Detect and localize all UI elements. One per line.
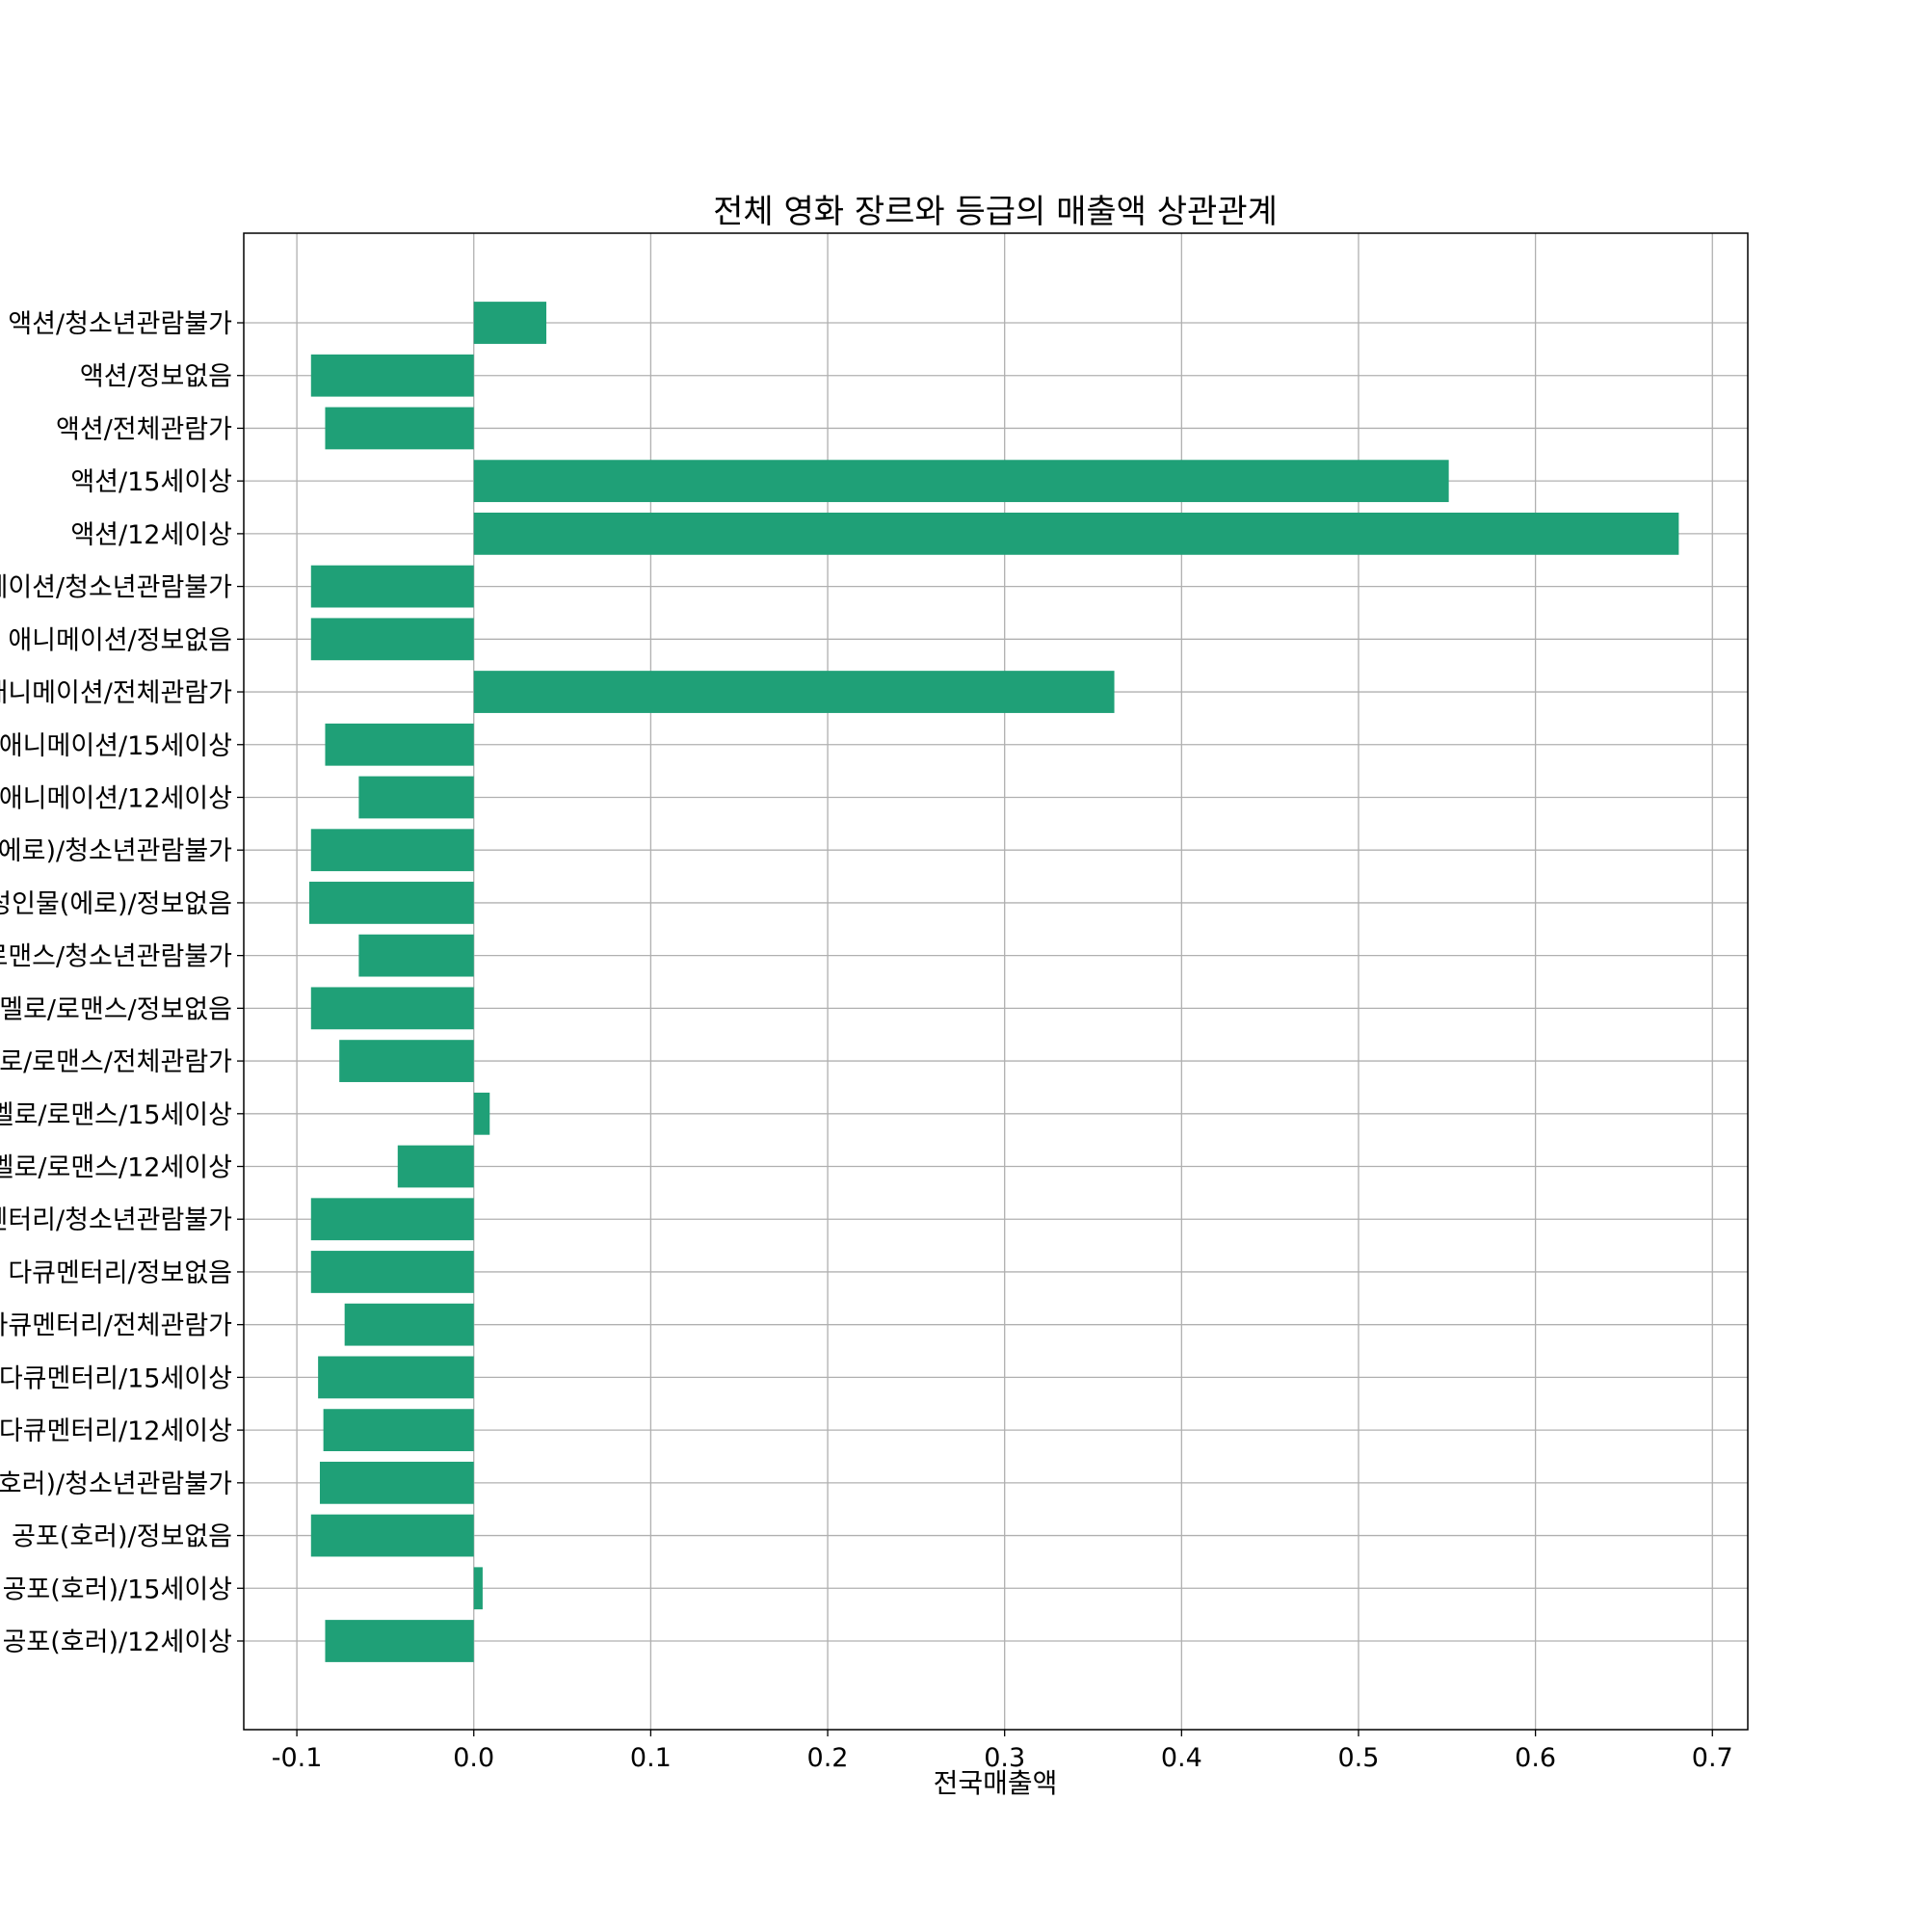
y-tick-label: 성인물(에로)/정보없음: [0, 889, 232, 919]
y-tick-label: 공포(호러)/청소년관람불가: [0, 1469, 232, 1499]
bar: [358, 776, 474, 819]
y-tick-label: 멜로/로맨스/15세이상: [0, 1100, 232, 1130]
y-tick-label: 액션/청소년관람불가: [8, 309, 232, 339]
bar: [310, 829, 474, 872]
bar: [473, 460, 1449, 503]
y-tick-label: 멜로/로맨스/정보없음: [0, 994, 232, 1024]
x-tick-labels: -0.1 0.0 0.1 0.2 0.3 0.4 0.5 0.6 0.7: [272, 1730, 1733, 1773]
bar: [325, 723, 474, 766]
y-tick-label: 다큐멘터리/전체관람가: [0, 1311, 232, 1341]
y-tick-label: 액션/전체관람가: [56, 414, 232, 444]
x-tick-label: 0.7: [1692, 1743, 1733, 1773]
y-tick-label: 다큐멘터리/12세이상: [0, 1416, 232, 1446]
bar: [310, 1198, 474, 1241]
y-tick-label: 성인물(에로)/청소년관람불가: [0, 836, 232, 866]
x-tick-label: 0.1: [630, 1743, 672, 1773]
x-tick-label: 0.0: [453, 1743, 494, 1773]
bar: [310, 618, 474, 661]
y-tick-label: 애니메이션/15세이상: [0, 731, 232, 761]
y-tick-label: 애니메이션/청소년관람불가: [0, 573, 232, 603]
x-axis-label: 전국매출액: [934, 1767, 1058, 1799]
y-tick-label: 다큐멘터리/청소년관람불가: [0, 1205, 232, 1235]
x-tick-label: 0.2: [807, 1743, 849, 1773]
x-tick-label: 0.4: [1161, 1743, 1202, 1773]
bar: [310, 565, 474, 608]
chart-title: 전체 영화 장르와 등급의 매출액 상관관계: [713, 193, 1278, 231]
bar: [344, 1303, 474, 1346]
bar: [473, 671, 1115, 713]
bar: [318, 1356, 474, 1399]
y-tick-label: 다큐멘터리/15세이상: [0, 1363, 232, 1393]
y-tick-label: 액션/12세이상: [70, 520, 232, 550]
y-tick-label: 공포(호러)/15세이상: [3, 1575, 232, 1604]
x-tick-label: 0.6: [1515, 1743, 1556, 1773]
y-tick-label: 애니메이션/12세이상: [0, 783, 232, 813]
bar: [358, 934, 474, 977]
bar: [397, 1145, 474, 1188]
bar: [325, 407, 474, 450]
bar: [339, 1040, 474, 1082]
grid-lines: [244, 233, 1748, 1730]
x-tick-label: -0.1: [272, 1743, 323, 1773]
bar: [323, 1409, 474, 1452]
bar: [310, 987, 474, 1030]
y-tick-label: 공포(호러)/12세이상: [3, 1628, 232, 1657]
bar: [473, 512, 1679, 555]
y-tick-label: 다큐멘터리/정보없음: [8, 1258, 232, 1288]
y-tick-label: 멜로/로맨스/12세이상: [0, 1153, 232, 1183]
y-tick-label: 애니메이션/정보없음: [8, 625, 232, 655]
y-tick-labels: 액션/청소년관람불가액션/정보없음액션/전체관람가액션/15세이상액션/12세이…: [0, 309, 244, 1657]
bar: [308, 882, 474, 924]
bar: [310, 1251, 474, 1293]
bar: [473, 302, 547, 344]
bar: [310, 354, 474, 397]
bars: [308, 302, 1679, 1662]
y-tick-label: 멜로/로맨스/전체관람가: [0, 1047, 232, 1077]
y-tick-label: 액션/15세이상: [70, 467, 232, 497]
y-tick-label: 애니메이션/전체관람가: [0, 678, 232, 708]
bar: [473, 1092, 490, 1135]
y-tick-label: 공포(호러)/정보없음: [12, 1522, 232, 1552]
bar: [310, 1514, 474, 1557]
bar: [325, 1620, 474, 1662]
x-tick-label: 0.3: [984, 1743, 1025, 1773]
x-tick-label: 0.5: [1337, 1743, 1379, 1773]
bar: [473, 1567, 483, 1610]
y-tick-label: 액션/정보없음: [80, 362, 232, 392]
y-tick-label: 멜로/로맨스/청소년관람불가: [0, 942, 232, 972]
bar: [319, 1461, 474, 1504]
plot-frame: [243, 232, 1749, 1731]
